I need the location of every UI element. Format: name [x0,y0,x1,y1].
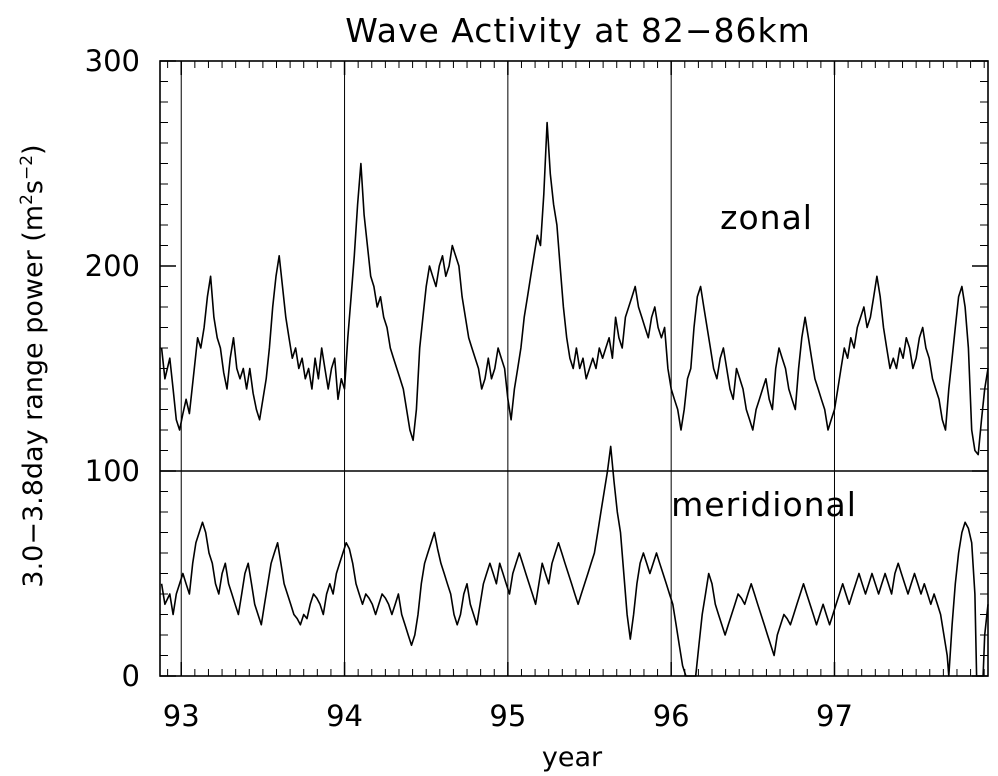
annotation-meridional: meridional [671,485,857,524]
series-line-zonal [160,121,989,456]
x-tick-label-94: 94 [326,699,363,733]
series-layer [160,121,989,677]
year-gridlines [180,61,835,676]
x-tick-label-96: 96 [653,699,690,733]
annotations: zonal meridional [671,198,857,524]
chart-title: Wave Activity at 82−86km [345,11,811,50]
axis-ticks [160,60,988,677]
y-axis-label-suffix: ) [18,144,49,155]
x-tick-label-93: 93 [163,699,200,733]
y-axis-label-sup1: 2 [17,194,37,205]
y-tick-label-200: 200 [85,249,140,283]
y-axis-label-prefix: 3.0−3.8day range power (m [18,205,49,588]
annotation-zonal: zonal [720,198,813,237]
y-tick-labels: 0 100 200 300 [85,44,140,693]
x-tick-label-97: 97 [816,699,853,733]
series-line-meridional [160,445,989,677]
y-axis-label-mid: s [18,180,49,194]
y-axis-label-sup2: −2 [17,155,37,180]
x-tick-label-95: 95 [489,699,526,733]
plot-area [159,60,989,677]
x-axis-label: year [542,742,603,773]
y-tick-label-0: 0 [122,659,140,693]
y-axis-label: 3.0−3.8day range power (m2s−2) [17,144,49,587]
y-tick-label-100: 100 [85,454,140,488]
y-tick-label-300: 300 [85,44,140,78]
x-tick-labels: 93 94 95 96 97 [163,699,853,733]
